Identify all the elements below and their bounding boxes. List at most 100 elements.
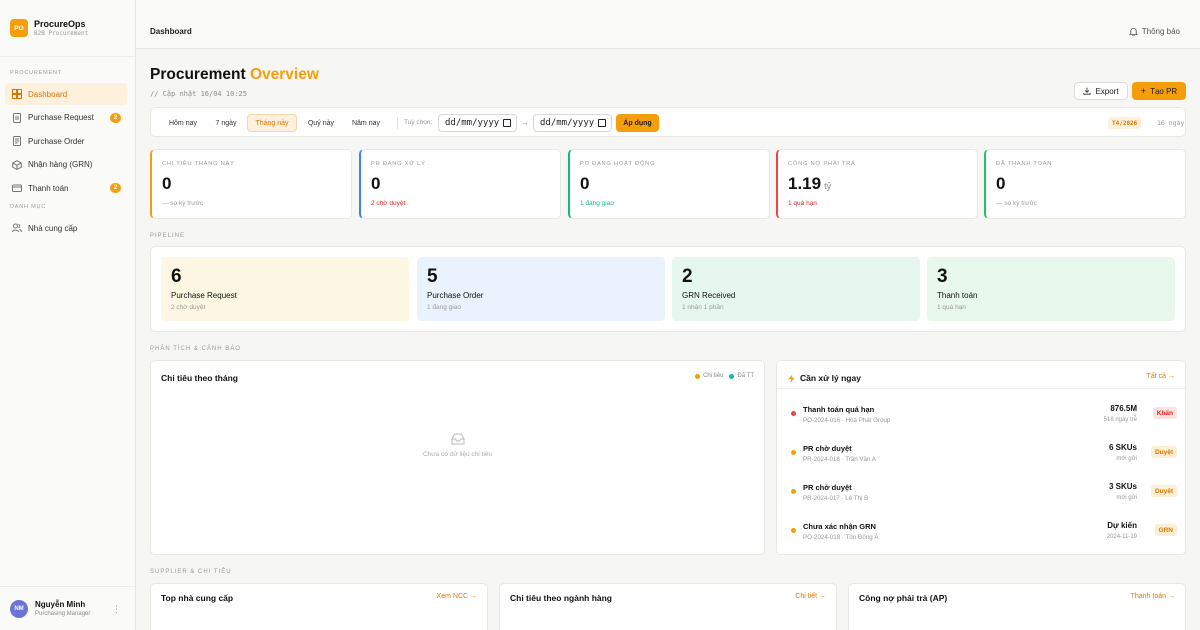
- action-item[interactable]: PR chờ duyệt PR-2024-017 · Lê Thị B 3 SK…: [777, 480, 1185, 518]
- more-icon[interactable]: ⋮: [112, 604, 121, 614]
- kpi-card[interactable]: PR ĐANG XỬ LÝ 0 2 chờ duyệt: [359, 149, 561, 219]
- sidebar-item-label: Nhận hàng (GRN): [28, 160, 93, 169]
- panel-title: Top nhà cung cấp: [161, 593, 234, 603]
- status-dot: [791, 411, 796, 416]
- kpi-unit: tỷ: [824, 181, 832, 191]
- section-suppliers: SUPPLIER & CHI TIÊU: [150, 569, 232, 575]
- avatar: NM: [10, 599, 28, 618]
- range-this-month[interactable]: Tháng này: [247, 114, 297, 132]
- export-label: Export: [1095, 86, 1119, 96]
- card-icon: [12, 184, 22, 192]
- range-this-year[interactable]: Năm nay: [351, 119, 380, 127]
- status-dot: [791, 489, 796, 494]
- see-all-link[interactable]: Tất cả →: [1146, 373, 1175, 380]
- kpi-sub: 1 đang giao: [580, 200, 614, 207]
- kpi-sub: — so kỳ trước: [162, 200, 204, 207]
- pipeline-count: 2: [682, 266, 693, 287]
- pipeline-card[interactable]: 5 Purchase Order 1 đang giao: [417, 257, 665, 321]
- chart-empty-text: Chưa có dữ liệu chi tiêu: [422, 451, 493, 458]
- kpi-label: CÔNG NỢ PHẢI TRẢ: [788, 161, 856, 167]
- action-value: Dự kiến: [1107, 521, 1137, 530]
- kpi-number: 1.19: [788, 174, 822, 193]
- sidebar-item-grn[interactable]: Nhận hàng (GRN): [5, 154, 127, 176]
- sidebar-item-purchase-order[interactable]: Purchase Order: [5, 130, 127, 152]
- nav-section-catalog: DANH MỤC: [10, 204, 47, 210]
- inbox-icon: [451, 433, 464, 445]
- notifications-label: Thông báo: [1141, 27, 1180, 36]
- kpi-sub: 1 quá hạn: [788, 200, 817, 207]
- sidebar-item-suppliers[interactable]: Nhà cung cấp: [5, 217, 127, 239]
- kpi-card[interactable]: ĐÃ THANH TOÁN 0 — so kỳ trước: [984, 149, 1186, 219]
- legend-label: Đã TT: [737, 373, 754, 379]
- brand[interactable]: PO ProcureOps B2B Procurement: [0, 0, 135, 57]
- bell-icon: [1128, 28, 1138, 36]
- date-from-input[interactable]: dd/mm/yyyy: [438, 114, 517, 132]
- brand-logo: PO: [10, 19, 28, 37]
- calendar-icon: [598, 119, 607, 127]
- last-updated: // Cập nhật 16/04 10:25: [150, 90, 247, 98]
- create-pr-label: Tạo PR: [1150, 86, 1178, 96]
- pipeline-name: Thanh toán: [937, 291, 978, 300]
- action-item[interactable]: Thanh toán quá hạn PO-2024-016 · Hoà Phá…: [777, 402, 1185, 440]
- notifications-button[interactable]: Thông báo: [1128, 27, 1180, 36]
- pipeline-count: 5: [427, 266, 438, 287]
- action-sub: PR-2024-017 · Lê Thị B: [803, 495, 869, 502]
- create-pr-button[interactable]: + Tạo PR: [1132, 82, 1186, 100]
- export-button[interactable]: Export: [1074, 82, 1128, 100]
- page-title-main: Procurement: [150, 66, 246, 83]
- pipeline-sub: 1 nhận 1 phần: [682, 304, 724, 311]
- kpi-sub: 2 chờ duyệt: [371, 200, 406, 207]
- action-item[interactable]: PR chờ duyệt PR-2024-018 · Trần Văn A 6 …: [777, 441, 1185, 479]
- custom-range-label: Tuỳ chọn:: [404, 119, 433, 126]
- kpi-card[interactable]: PO ĐANG HOẠT ĐỘNG 0 1 đang giao: [568, 149, 770, 219]
- panel-title: Công nợ phải trả (AP): [859, 593, 948, 603]
- spend-chart-panel: Chi tiêu theo tháng Chi tiêu Đã TT Chưa …: [150, 360, 765, 555]
- view-suppliers-link[interactable]: Xem NCC →: [436, 593, 477, 600]
- kpi-value: 1.19 tỷ: [788, 174, 831, 194]
- download-icon: [1083, 87, 1092, 95]
- kpi-number: 0: [580, 174, 590, 193]
- user-profile[interactable]: NM Nguyễn Minh Purchasing Manager ⋮: [0, 586, 135, 630]
- kpi-card[interactable]: CÔNG NỢ PHẢI TRẢ 1.19 tỷ 1 quá hạn: [776, 149, 978, 219]
- sidebar-item-purchase-request[interactable]: Purchase Request 2: [5, 107, 127, 129]
- pipeline-card[interactable]: 6 Purchase Request 2 chờ duyệt: [161, 257, 409, 321]
- action-title: Chưa xác nhận GRN: [803, 522, 876, 531]
- action-title: PR chờ duyệt: [803, 483, 852, 492]
- action-meta: 518 ngày trễ: [1103, 417, 1137, 423]
- range-7-days[interactable]: 7 ngày: [215, 119, 237, 127]
- sidebar-item-payment[interactable]: Thanh toán 2: [5, 177, 127, 199]
- top-suppliers-panel: Top nhà cung cấp Xem NCC →: [150, 583, 488, 630]
- topbar: Dashboard Thông báo: [136, 0, 1200, 49]
- users-icon: [12, 223, 22, 233]
- pipeline-card[interactable]: 3 Thanh toán 1 quá hạn: [927, 257, 1175, 321]
- dashboard-icon: [12, 89, 22, 99]
- pipeline-card[interactable]: 2 GRN Received 1 nhận 1 phần: [672, 257, 920, 321]
- sidebar-item-label: Purchase Request: [28, 113, 94, 122]
- pay-link[interactable]: Thanh toán →: [1130, 593, 1175, 600]
- date-to-input[interactable]: dd/mm/yyyy: [533, 114, 612, 132]
- range-this-quarter[interactable]: Quý này: [307, 119, 335, 127]
- kpi-label: PR ĐANG XỬ LÝ: [371, 161, 426, 167]
- filter-bar: Hôm nay 7 ngày Tháng này Quý này Năm nay…: [150, 107, 1186, 137]
- action-item[interactable]: Chưa xác nhận GRN PO-2024-018 · Tôn Đông…: [777, 519, 1185, 557]
- kpi-value: 0: [162, 174, 171, 194]
- details-link[interactable]: Chi tiết →: [795, 593, 826, 600]
- pipeline-name: GRN Received: [682, 291, 736, 300]
- range-arrow: →: [521, 118, 529, 127]
- range-today[interactable]: Hôm nay: [168, 119, 197, 127]
- kpi-number: 0: [162, 174, 172, 193]
- pipeline-count: 6: [171, 266, 182, 287]
- legend-dot: [695, 373, 701, 379]
- pipeline-name: Purchase Order: [427, 291, 484, 300]
- action-sub: PO-2024-016 · Hoà Phát Group: [803, 417, 891, 424]
- action-title-text: Cần xử lý ngay: [800, 373, 861, 383]
- brand-name: ProcureOps: [34, 19, 86, 29]
- pipeline-sub: 2 chờ duyệt: [171, 304, 206, 311]
- kpi-value: 0: [996, 174, 1005, 194]
- sidebar-item-dashboard[interactable]: Dashboard: [5, 83, 127, 105]
- action-sub: PR-2024-018 · Trần Văn A: [803, 456, 876, 463]
- user-role: Purchasing Manager: [35, 611, 91, 617]
- kpi-card[interactable]: CHI TIÊU THÁNG NÀY 0 — so kỳ trước: [150, 149, 352, 219]
- apply-button[interactable]: Áp dụng: [616, 114, 659, 132]
- legend-dot: [729, 373, 735, 379]
